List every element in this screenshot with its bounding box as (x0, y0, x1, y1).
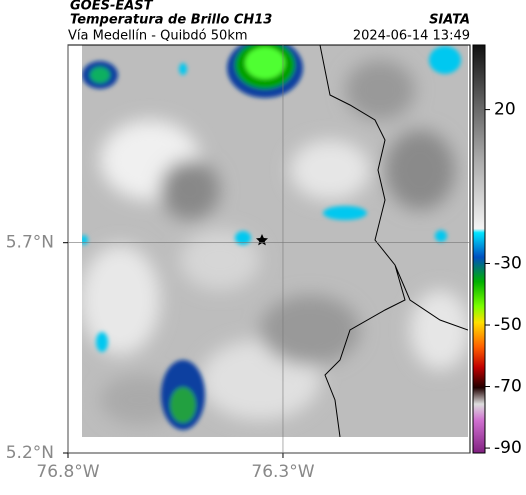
colorbar-tick-label: -70 (494, 377, 522, 397)
y-tick-label: 5.7°N (6, 233, 54, 253)
source: SIATA (429, 13, 470, 28)
x-tick-label: 76.8°W (36, 462, 99, 482)
colorbar-tick-label: -90 (494, 438, 522, 458)
x-tick-label: 76.3°W (251, 462, 314, 482)
product: GOES-EAST (70, 0, 154, 14)
subtitle: Vía Medellín - Quibdó 50km (68, 29, 248, 44)
colorbar (472, 44, 486, 454)
datetime: 2024-06-14 13:49 (353, 29, 470, 44)
satellite-image (82, 45, 468, 437)
y-tick-label: 5.2°N (6, 443, 54, 463)
border (319, 45, 468, 437)
colorbar-tick-label: 20 (494, 100, 516, 120)
colorbar-tick-label: -50 (494, 315, 522, 335)
title: Temperatura de Brillo CH13 (70, 13, 272, 28)
colorbar-tick-label: -30 (494, 253, 522, 273)
